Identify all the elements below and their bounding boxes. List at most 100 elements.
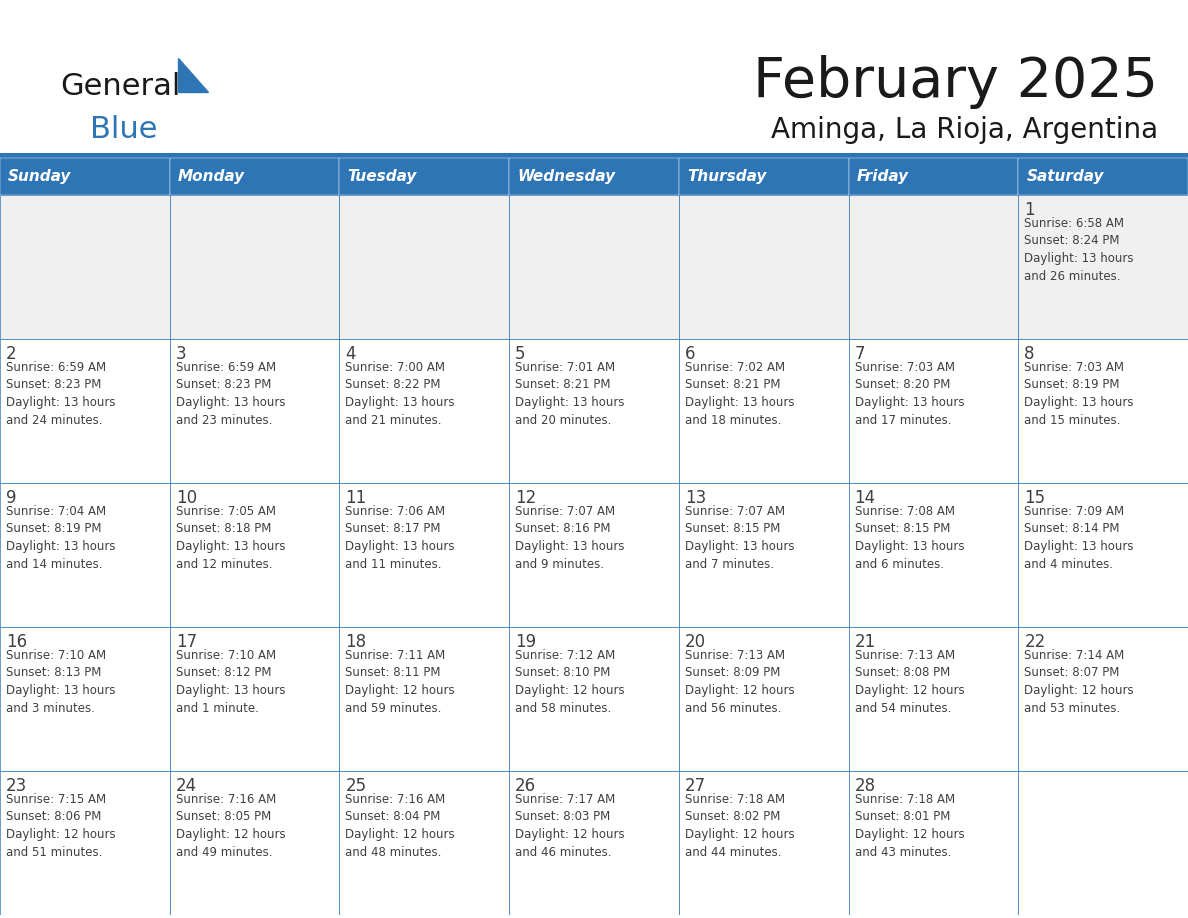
Bar bbox=[340, 339, 510, 483]
Bar bbox=[678, 627, 848, 771]
Text: Monday: Monday bbox=[178, 169, 245, 184]
Bar bbox=[0, 771, 170, 915]
Text: Sunrise: 7:10 AM
Sunset: 8:13 PM
Daylight: 13 hours
and 3 minutes.: Sunrise: 7:10 AM Sunset: 8:13 PM Dayligh… bbox=[6, 649, 115, 714]
Text: Sunrise: 6:59 AM
Sunset: 8:23 PM
Daylight: 13 hours
and 24 minutes.: Sunrise: 6:59 AM Sunset: 8:23 PM Dayligh… bbox=[6, 361, 115, 427]
Text: Sunrise: 7:07 AM
Sunset: 8:15 PM
Daylight: 13 hours
and 7 minutes.: Sunrise: 7:07 AM Sunset: 8:15 PM Dayligh… bbox=[684, 505, 795, 570]
Text: 15: 15 bbox=[1024, 489, 1045, 507]
Bar bbox=[678, 195, 848, 339]
Bar bbox=[848, 627, 1018, 771]
Text: 2: 2 bbox=[6, 345, 17, 363]
Bar bbox=[678, 339, 848, 483]
Text: 12: 12 bbox=[516, 489, 537, 507]
Bar bbox=[0, 915, 1188, 918]
Bar bbox=[1018, 771, 1188, 915]
Bar bbox=[848, 158, 1018, 195]
Text: Sunrise: 7:13 AM
Sunset: 8:08 PM
Daylight: 12 hours
and 54 minutes.: Sunrise: 7:13 AM Sunset: 8:08 PM Dayligh… bbox=[854, 649, 965, 714]
Bar bbox=[0, 339, 170, 483]
Text: Wednesday: Wednesday bbox=[517, 169, 615, 184]
Bar bbox=[678, 771, 848, 915]
Text: 27: 27 bbox=[684, 777, 706, 795]
Bar bbox=[848, 771, 1018, 915]
Text: 23: 23 bbox=[6, 777, 27, 795]
Text: Sunrise: 7:07 AM
Sunset: 8:16 PM
Daylight: 13 hours
and 9 minutes.: Sunrise: 7:07 AM Sunset: 8:16 PM Dayligh… bbox=[516, 505, 625, 570]
Bar bbox=[510, 339, 678, 483]
Text: Sunrise: 7:00 AM
Sunset: 8:22 PM
Daylight: 13 hours
and 21 minutes.: Sunrise: 7:00 AM Sunset: 8:22 PM Dayligh… bbox=[346, 361, 455, 427]
Text: 22: 22 bbox=[1024, 633, 1045, 651]
Text: 16: 16 bbox=[6, 633, 27, 651]
Text: Blue: Blue bbox=[90, 115, 158, 144]
Text: Sunrise: 7:02 AM
Sunset: 8:21 PM
Daylight: 13 hours
and 18 minutes.: Sunrise: 7:02 AM Sunset: 8:21 PM Dayligh… bbox=[684, 361, 795, 427]
Text: 9: 9 bbox=[6, 489, 17, 507]
Text: Friday: Friday bbox=[857, 169, 909, 184]
Text: Sunrise: 7:09 AM
Sunset: 8:14 PM
Daylight: 13 hours
and 4 minutes.: Sunrise: 7:09 AM Sunset: 8:14 PM Dayligh… bbox=[1024, 505, 1133, 570]
Bar bbox=[678, 483, 848, 627]
Text: 18: 18 bbox=[346, 633, 367, 651]
Text: Sunrise: 7:11 AM
Sunset: 8:11 PM
Daylight: 12 hours
and 59 minutes.: Sunrise: 7:11 AM Sunset: 8:11 PM Dayligh… bbox=[346, 649, 455, 714]
Text: 20: 20 bbox=[684, 633, 706, 651]
Text: Sunrise: 6:58 AM
Sunset: 8:24 PM
Daylight: 13 hours
and 26 minutes.: Sunrise: 6:58 AM Sunset: 8:24 PM Dayligh… bbox=[1024, 217, 1133, 283]
Bar bbox=[340, 158, 510, 195]
Text: 13: 13 bbox=[684, 489, 706, 507]
Text: Sunrise: 7:17 AM
Sunset: 8:03 PM
Daylight: 12 hours
and 46 minutes.: Sunrise: 7:17 AM Sunset: 8:03 PM Dayligh… bbox=[516, 793, 625, 858]
Bar bbox=[1018, 627, 1188, 771]
Bar bbox=[0, 627, 170, 771]
Bar bbox=[0, 483, 170, 627]
Text: Sunrise: 7:01 AM
Sunset: 8:21 PM
Daylight: 13 hours
and 20 minutes.: Sunrise: 7:01 AM Sunset: 8:21 PM Dayligh… bbox=[516, 361, 625, 427]
Bar bbox=[1018, 483, 1188, 627]
Bar bbox=[678, 158, 848, 195]
Bar bbox=[0, 153, 1188, 158]
Text: 10: 10 bbox=[176, 489, 197, 507]
Text: 28: 28 bbox=[854, 777, 876, 795]
Text: Sunrise: 7:16 AM
Sunset: 8:05 PM
Daylight: 12 hours
and 49 minutes.: Sunrise: 7:16 AM Sunset: 8:05 PM Dayligh… bbox=[176, 793, 285, 858]
Text: 24: 24 bbox=[176, 777, 197, 795]
Text: 17: 17 bbox=[176, 633, 197, 651]
Text: Sunrise: 7:12 AM
Sunset: 8:10 PM
Daylight: 12 hours
and 58 minutes.: Sunrise: 7:12 AM Sunset: 8:10 PM Dayligh… bbox=[516, 649, 625, 714]
Text: 25: 25 bbox=[346, 777, 367, 795]
Text: 1: 1 bbox=[1024, 201, 1035, 219]
Bar bbox=[1018, 339, 1188, 483]
Text: 7: 7 bbox=[854, 345, 865, 363]
Text: Sunday: Sunday bbox=[8, 169, 71, 184]
Text: Sunrise: 7:04 AM
Sunset: 8:19 PM
Daylight: 13 hours
and 14 minutes.: Sunrise: 7:04 AM Sunset: 8:19 PM Dayligh… bbox=[6, 505, 115, 570]
Bar bbox=[848, 339, 1018, 483]
Bar bbox=[1018, 158, 1188, 195]
Bar bbox=[510, 627, 678, 771]
Text: Sunrise: 6:59 AM
Sunset: 8:23 PM
Daylight: 13 hours
and 23 minutes.: Sunrise: 6:59 AM Sunset: 8:23 PM Dayligh… bbox=[176, 361, 285, 427]
Bar bbox=[1018, 195, 1188, 339]
Bar bbox=[170, 195, 340, 339]
Text: Sunrise: 7:18 AM
Sunset: 8:02 PM
Daylight: 12 hours
and 44 minutes.: Sunrise: 7:18 AM Sunset: 8:02 PM Dayligh… bbox=[684, 793, 795, 858]
Text: General: General bbox=[61, 72, 181, 101]
Bar bbox=[340, 627, 510, 771]
Text: Sunrise: 7:03 AM
Sunset: 8:19 PM
Daylight: 13 hours
and 15 minutes.: Sunrise: 7:03 AM Sunset: 8:19 PM Dayligh… bbox=[1024, 361, 1133, 427]
Text: 4: 4 bbox=[346, 345, 356, 363]
Bar bbox=[170, 339, 340, 483]
Text: Sunrise: 7:08 AM
Sunset: 8:15 PM
Daylight: 13 hours
and 6 minutes.: Sunrise: 7:08 AM Sunset: 8:15 PM Dayligh… bbox=[854, 505, 965, 570]
Bar bbox=[510, 195, 678, 339]
Text: 19: 19 bbox=[516, 633, 536, 651]
Text: Saturday: Saturday bbox=[1026, 169, 1104, 184]
Text: 21: 21 bbox=[854, 633, 876, 651]
Text: Aminga, La Rioja, Argentina: Aminga, La Rioja, Argentina bbox=[771, 116, 1158, 144]
Text: 8: 8 bbox=[1024, 345, 1035, 363]
Text: Sunrise: 7:16 AM
Sunset: 8:04 PM
Daylight: 12 hours
and 48 minutes.: Sunrise: 7:16 AM Sunset: 8:04 PM Dayligh… bbox=[346, 793, 455, 858]
Bar bbox=[170, 158, 340, 195]
Polygon shape bbox=[178, 58, 208, 92]
Bar bbox=[340, 483, 510, 627]
Text: 26: 26 bbox=[516, 777, 536, 795]
Bar bbox=[340, 771, 510, 915]
Text: Sunrise: 7:15 AM
Sunset: 8:06 PM
Daylight: 12 hours
and 51 minutes.: Sunrise: 7:15 AM Sunset: 8:06 PM Dayligh… bbox=[6, 793, 115, 858]
Text: Sunrise: 7:14 AM
Sunset: 8:07 PM
Daylight: 12 hours
and 53 minutes.: Sunrise: 7:14 AM Sunset: 8:07 PM Dayligh… bbox=[1024, 649, 1133, 714]
Bar bbox=[340, 195, 510, 339]
Bar bbox=[510, 483, 678, 627]
Bar bbox=[170, 627, 340, 771]
Text: Sunrise: 7:05 AM
Sunset: 8:18 PM
Daylight: 13 hours
and 12 minutes.: Sunrise: 7:05 AM Sunset: 8:18 PM Dayligh… bbox=[176, 505, 285, 570]
Bar bbox=[170, 483, 340, 627]
Text: February 2025: February 2025 bbox=[753, 55, 1158, 109]
Text: 6: 6 bbox=[684, 345, 695, 363]
Text: Sunrise: 7:18 AM
Sunset: 8:01 PM
Daylight: 12 hours
and 43 minutes.: Sunrise: 7:18 AM Sunset: 8:01 PM Dayligh… bbox=[854, 793, 965, 858]
Bar bbox=[848, 483, 1018, 627]
Bar bbox=[170, 771, 340, 915]
Text: 5: 5 bbox=[516, 345, 525, 363]
Text: Sunrise: 7:06 AM
Sunset: 8:17 PM
Daylight: 13 hours
and 11 minutes.: Sunrise: 7:06 AM Sunset: 8:17 PM Dayligh… bbox=[346, 505, 455, 570]
Text: 14: 14 bbox=[854, 489, 876, 507]
